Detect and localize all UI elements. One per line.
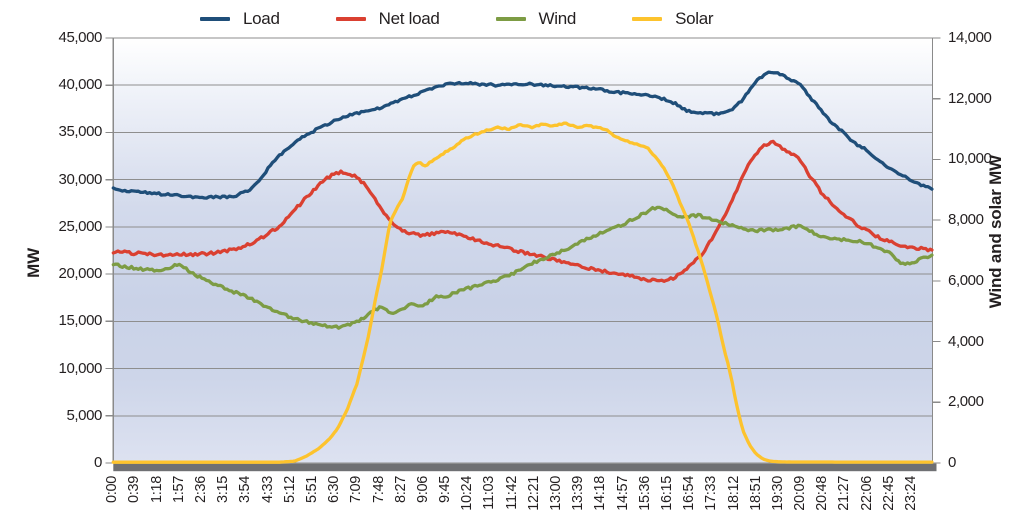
wind-line (111, 205, 934, 330)
x-tick-label: 5:51 (304, 476, 320, 504)
net-load-line (111, 139, 934, 283)
x-tick-label: 20:09 (792, 476, 808, 511)
y-right-tick-label: 8,000 (948, 211, 984, 228)
legend: Load Net load Wind Solar (200, 9, 714, 29)
legend-item-solar: Solar (632, 9, 714, 29)
x-tick-label: 9:45 (437, 476, 453, 504)
x-tick-label: 12:21 (526, 476, 542, 511)
net-load-line-swatch (335, 17, 366, 21)
legend-label-net-load: Net load (378, 9, 440, 28)
x-axis-base-band (113, 463, 937, 472)
x-tick-label: 10:24 (459, 476, 475, 511)
x-tick-label: 23:24 (903, 476, 919, 511)
y-right-tick-label: 2,000 (948, 393, 984, 410)
gridlines (112, 37, 934, 464)
y-right-tick-label: 4,000 (948, 333, 984, 350)
x-tick-label: 2:36 (193, 476, 209, 504)
legend-item-net-load: Net load (335, 9, 440, 29)
x-tick-label: 7:09 (348, 476, 364, 504)
x-tick-label: 16:15 (659, 476, 675, 511)
axis-tick-marks (105, 37, 941, 464)
y-left-tick-label: 30,000 (58, 171, 103, 188)
x-tick-label: 14:57 (615, 476, 631, 511)
y-left-tick-label: 5,000 (66, 407, 102, 424)
x-tick-label: 3:54 (237, 476, 253, 504)
x-tick-label: 7:48 (371, 476, 387, 504)
x-tick-label: 11:03 (481, 476, 497, 510)
x-tick-label: 19:30 (770, 476, 786, 511)
x-tick-label: 8:27 (393, 476, 409, 504)
x-tick-label: 13:00 (548, 476, 564, 511)
legend-label-load: Load (243, 9, 280, 28)
x-tick-label: 1:57 (171, 476, 187, 504)
y-right-tick-label: 6,000 (948, 272, 984, 289)
load-line (111, 70, 934, 200)
x-tick-label: 0:39 (126, 476, 142, 504)
x-tick-label: 20:48 (814, 476, 830, 511)
x-tick-label: 1:18 (149, 476, 165, 504)
x-tick-label: 22:06 (859, 476, 875, 511)
wind-line-swatch (495, 17, 526, 21)
x-tick-label: 3:15 (215, 476, 231, 504)
x-tick-label: 18:51 (748, 476, 764, 511)
x-tick-label: 16:54 (681, 476, 697, 511)
data-series-lines (111, 70, 934, 464)
y-left-tick-label: 35,000 (58, 123, 103, 140)
y-right-tick-label: 14,000 (948, 29, 992, 46)
y-left-tick-label: 25,000 (58, 218, 103, 235)
x-tick-label: 5:12 (282, 476, 298, 504)
y-left-tick-label: 20,000 (58, 265, 103, 282)
load-line-swatch (200, 17, 230, 21)
x-tick-label: 6:30 (326, 476, 342, 504)
x-tick-label: 14:18 (592, 476, 608, 511)
legend-item-load: Load (200, 9, 280, 29)
legend-label-solar: Solar (675, 9, 714, 28)
y-left-tick-label: 15,000 (58, 312, 103, 329)
y-right-tick-label: 12,000 (948, 90, 992, 107)
solar-line (111, 121, 934, 464)
x-tick-label: 11:42 (504, 476, 520, 510)
x-tick-label: 15:36 (637, 476, 653, 511)
y-left-tick-label: 45,000 (58, 29, 103, 46)
legend-label-wind: Wind (538, 9, 577, 28)
x-tick-label: 0:00 (104, 476, 120, 504)
y-right-tick-label: 0 (948, 454, 956, 471)
x-tick-label: 18:12 (726, 476, 742, 511)
x-tick-label: 21:27 (836, 476, 852, 511)
solar-line-swatch (632, 17, 663, 21)
y-right-tick-label: 10,000 (948, 150, 992, 167)
x-tick-label: 4:33 (260, 476, 276, 504)
x-tick-label: 17:33 (703, 476, 719, 511)
x-tick-label: 22:45 (881, 476, 897, 511)
y-left-tick-label: 40,000 (58, 76, 103, 93)
y-left-tick-label: 10,000 (58, 360, 103, 377)
legend-item-wind: Wind (495, 9, 577, 29)
x-tick-label: 13:39 (570, 476, 586, 511)
y-left-tick-label: 0 (94, 454, 102, 471)
x-tick-label: 9:06 (415, 476, 431, 504)
